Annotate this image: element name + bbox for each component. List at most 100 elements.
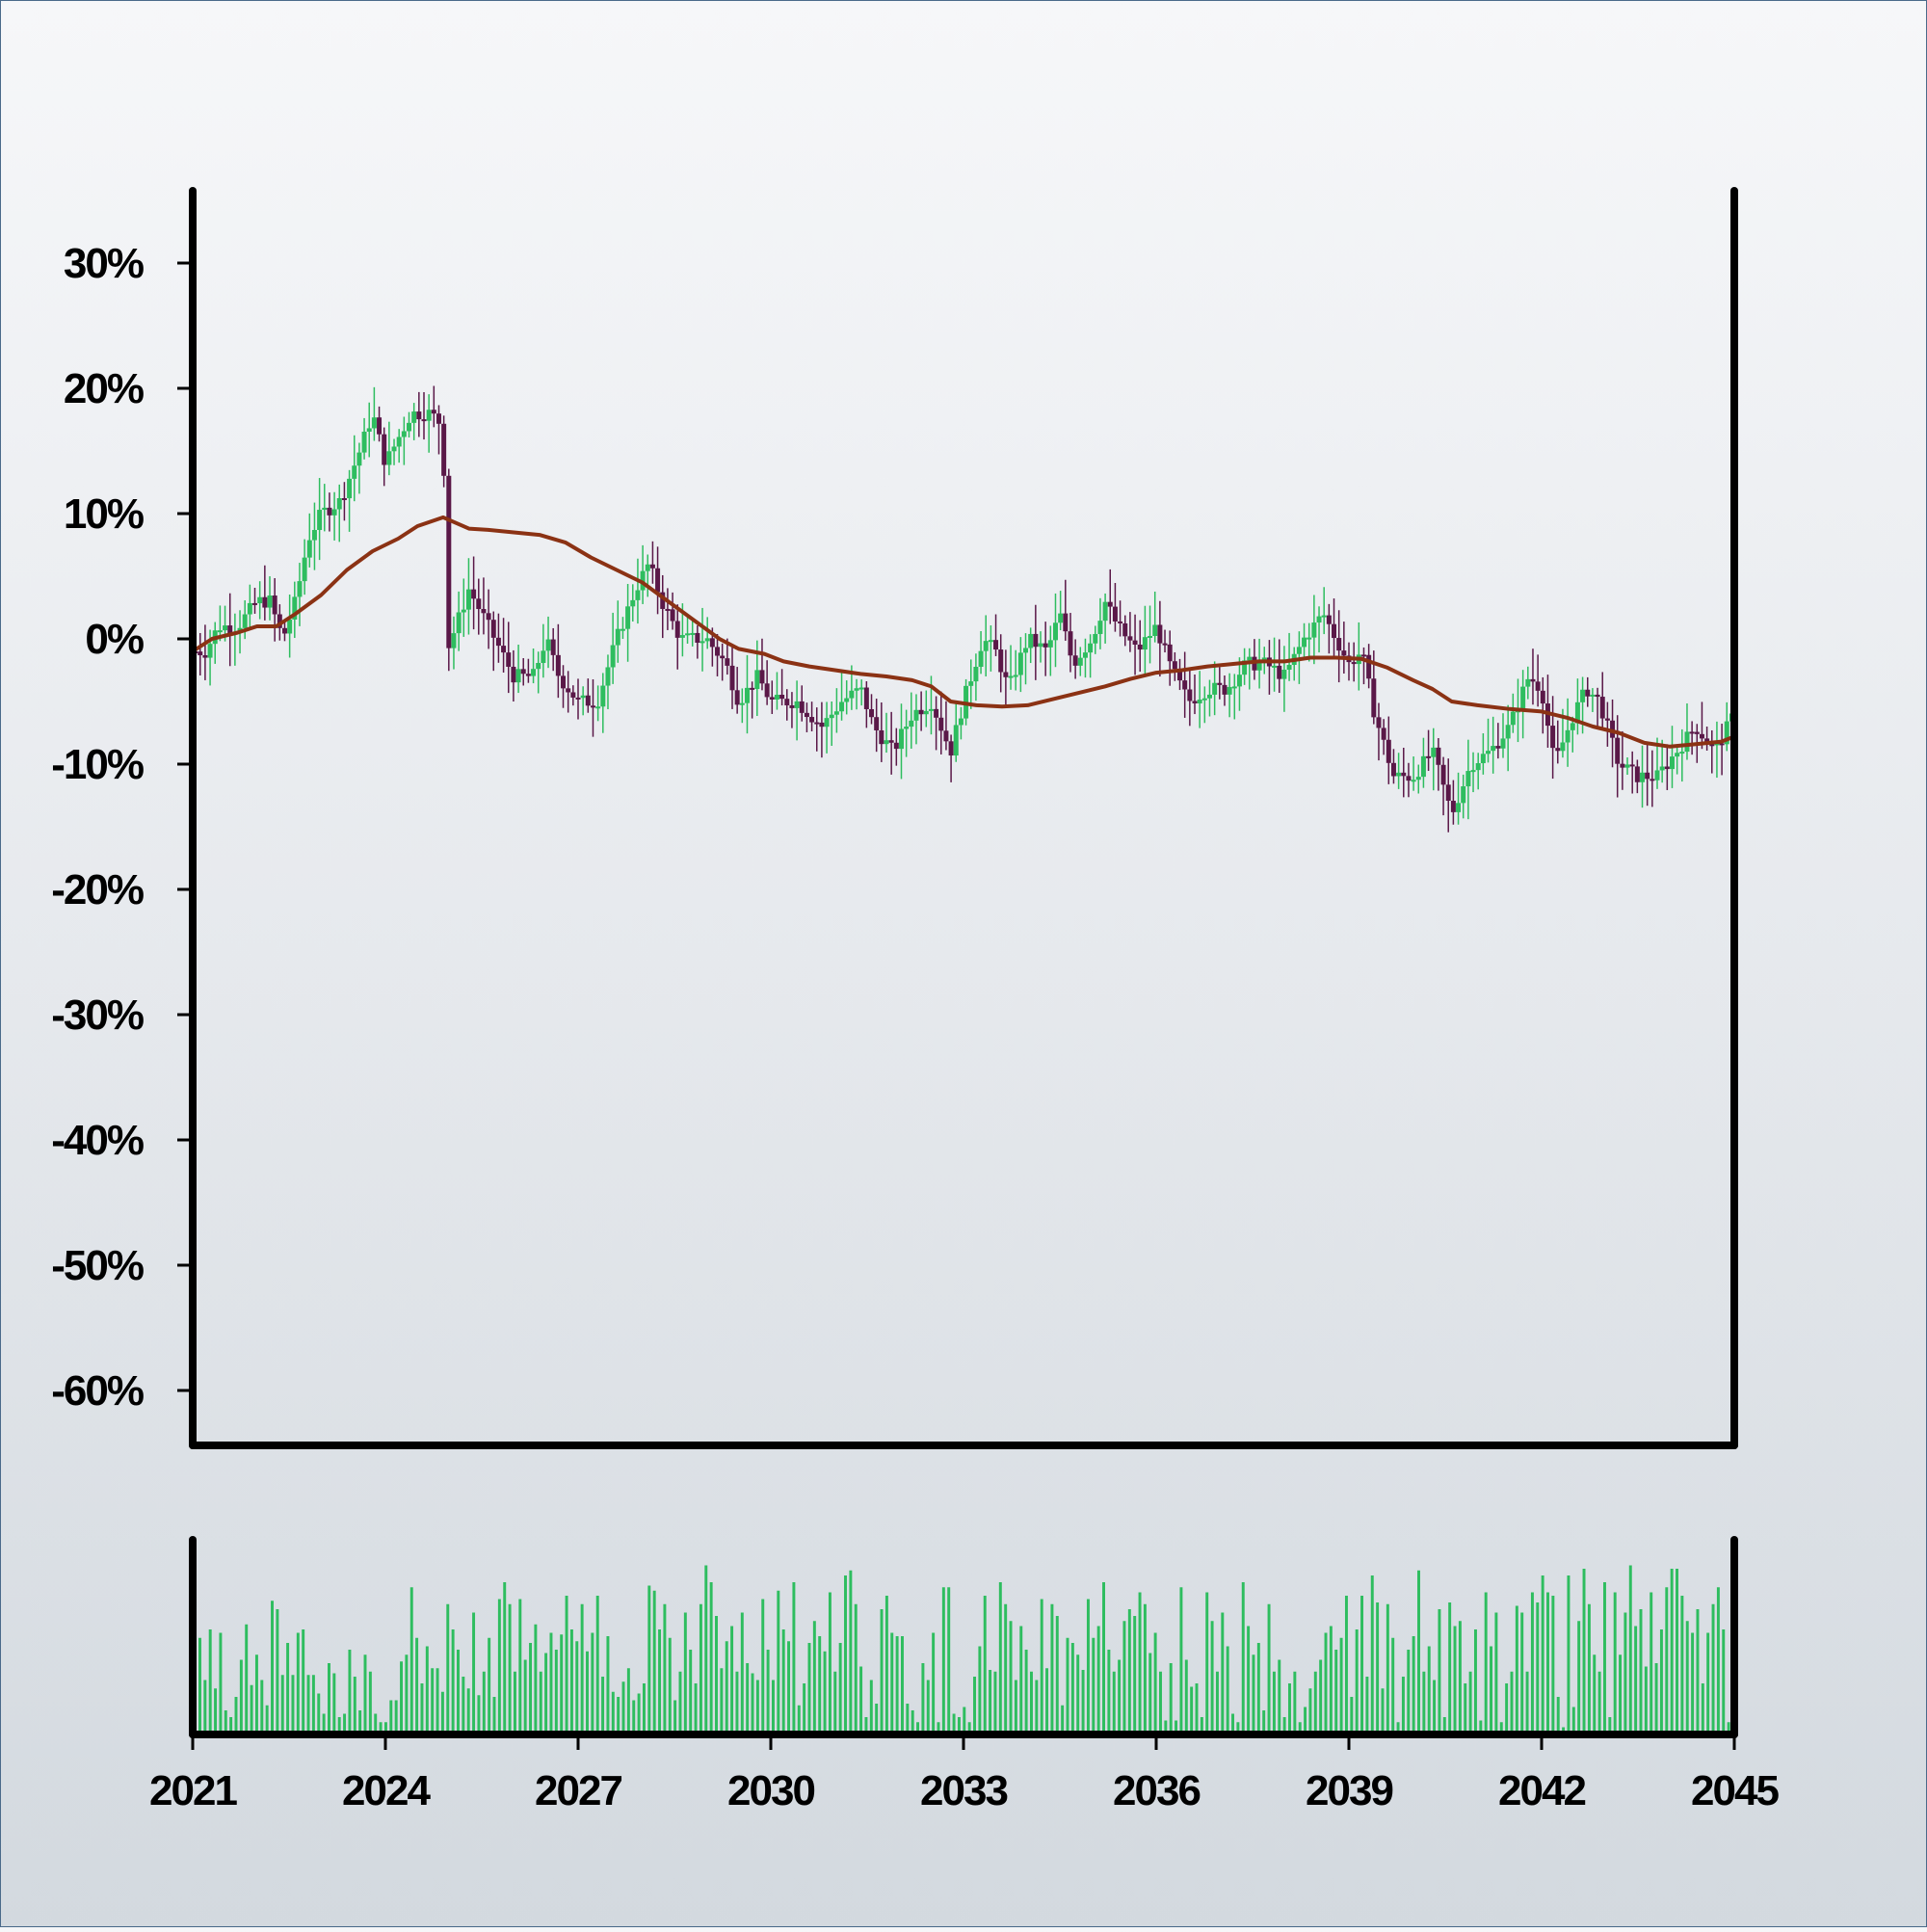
candle-body <box>888 740 894 743</box>
candle-body <box>1520 686 1526 711</box>
candle-body <box>1272 665 1278 668</box>
volume-bar <box>1716 1587 1720 1731</box>
candle-body <box>1486 751 1491 754</box>
volume-bar <box>632 1700 636 1731</box>
candle-body <box>1535 681 1541 691</box>
y-tick-label: 30% <box>64 240 144 287</box>
candle-body <box>223 625 228 631</box>
volume-bar <box>1169 1663 1173 1731</box>
candle-body <box>874 717 880 730</box>
candle-body <box>1296 647 1302 654</box>
volume-bar <box>374 1713 378 1731</box>
volume-bar <box>1473 1629 1477 1731</box>
candle-body <box>501 646 507 653</box>
candle-body <box>515 669 521 683</box>
candle-body <box>1465 771 1471 787</box>
candle-body <box>734 690 740 705</box>
candle-body <box>1574 701 1580 724</box>
y-tick-label: -30% <box>51 992 144 1039</box>
candle-body <box>1659 766 1665 771</box>
candle-body <box>968 681 974 686</box>
y-tick-label: 20% <box>64 365 144 412</box>
candle-body <box>1107 601 1113 607</box>
candle-body <box>561 675 567 689</box>
volume-bar <box>1096 1626 1100 1731</box>
volume-bar <box>921 1663 925 1731</box>
candle-body <box>769 697 775 700</box>
volume-bar <box>673 1700 677 1731</box>
candle-body <box>1072 655 1078 666</box>
candle-body <box>198 651 203 655</box>
candle-body <box>700 641 705 644</box>
candle-body <box>869 708 875 718</box>
candle-body <box>1456 803 1462 812</box>
volume-bar <box>911 1710 914 1731</box>
candle-body <box>674 621 680 638</box>
candle-body <box>1540 690 1545 704</box>
candle-body <box>988 640 993 643</box>
candle-body <box>297 581 303 597</box>
candle-body <box>281 627 287 634</box>
candle-body <box>983 641 989 651</box>
volume-bar <box>864 1717 868 1731</box>
candle-body <box>570 692 576 698</box>
volume-bar <box>1004 1603 1008 1731</box>
volume-bar <box>250 1684 253 1731</box>
volume-bar <box>880 1609 884 1731</box>
volume-bar <box>1030 1671 1033 1731</box>
volume-bar <box>1070 1643 1074 1731</box>
volume-bar <box>1448 1602 1452 1731</box>
candle-body <box>1406 776 1412 781</box>
candle-body <box>446 475 452 648</box>
volume-bar <box>1143 1603 1147 1731</box>
candle-body <box>993 640 999 650</box>
candle-body <box>317 510 323 531</box>
candle-body <box>1231 686 1237 689</box>
candle-body <box>451 633 457 648</box>
candle-body <box>1177 669 1183 681</box>
volume-bar <box>694 1683 698 1731</box>
volume-bar <box>792 1582 796 1731</box>
candle-body <box>1401 772 1407 777</box>
volume-bar <box>1619 1654 1623 1731</box>
volume-bar <box>1654 1663 1658 1731</box>
candle-body <box>1118 621 1123 623</box>
volume-bar <box>900 1636 904 1731</box>
candle-body <box>495 637 501 647</box>
volume-bar <box>1562 1727 1566 1731</box>
candle-body <box>252 602 258 605</box>
x-tick-label: 2024 <box>342 1767 431 1814</box>
moving-average-line <box>191 515 1735 749</box>
volume-bar <box>214 1688 218 1731</box>
volume-bar <box>363 1654 367 1731</box>
candle-body <box>1431 747 1437 757</box>
candle-body <box>1302 637 1307 648</box>
candle-body <box>1386 739 1391 763</box>
volume-bar <box>472 1612 476 1731</box>
volume-bar <box>963 1707 966 1731</box>
volume-bar <box>1417 1570 1420 1731</box>
candle-body <box>1624 764 1630 768</box>
candle-body <box>1634 766 1640 782</box>
candle-body <box>486 613 491 621</box>
volume-bar <box>1024 1650 1028 1731</box>
volume-bar <box>580 1603 584 1731</box>
volume-bar <box>271 1601 274 1731</box>
volume-bar <box>983 1596 987 1731</box>
volume-bar <box>1190 1686 1194 1731</box>
candle-body <box>695 632 700 643</box>
candle-body <box>481 609 487 614</box>
volume-bar <box>1587 1603 1591 1731</box>
volume-bar <box>1226 1646 1229 1731</box>
volume-bar <box>254 1654 258 1731</box>
volume-bar <box>973 1677 976 1731</box>
volume-bar <box>1205 1592 1209 1731</box>
volume-bar <box>1525 1671 1529 1731</box>
volume-bar <box>998 1582 1002 1731</box>
candle-body <box>904 727 910 729</box>
candle-body <box>615 628 620 646</box>
candle-body <box>804 712 809 718</box>
volume-bar <box>916 1722 920 1731</box>
candle-body <box>431 410 436 414</box>
volume-bar <box>1344 1596 1348 1731</box>
